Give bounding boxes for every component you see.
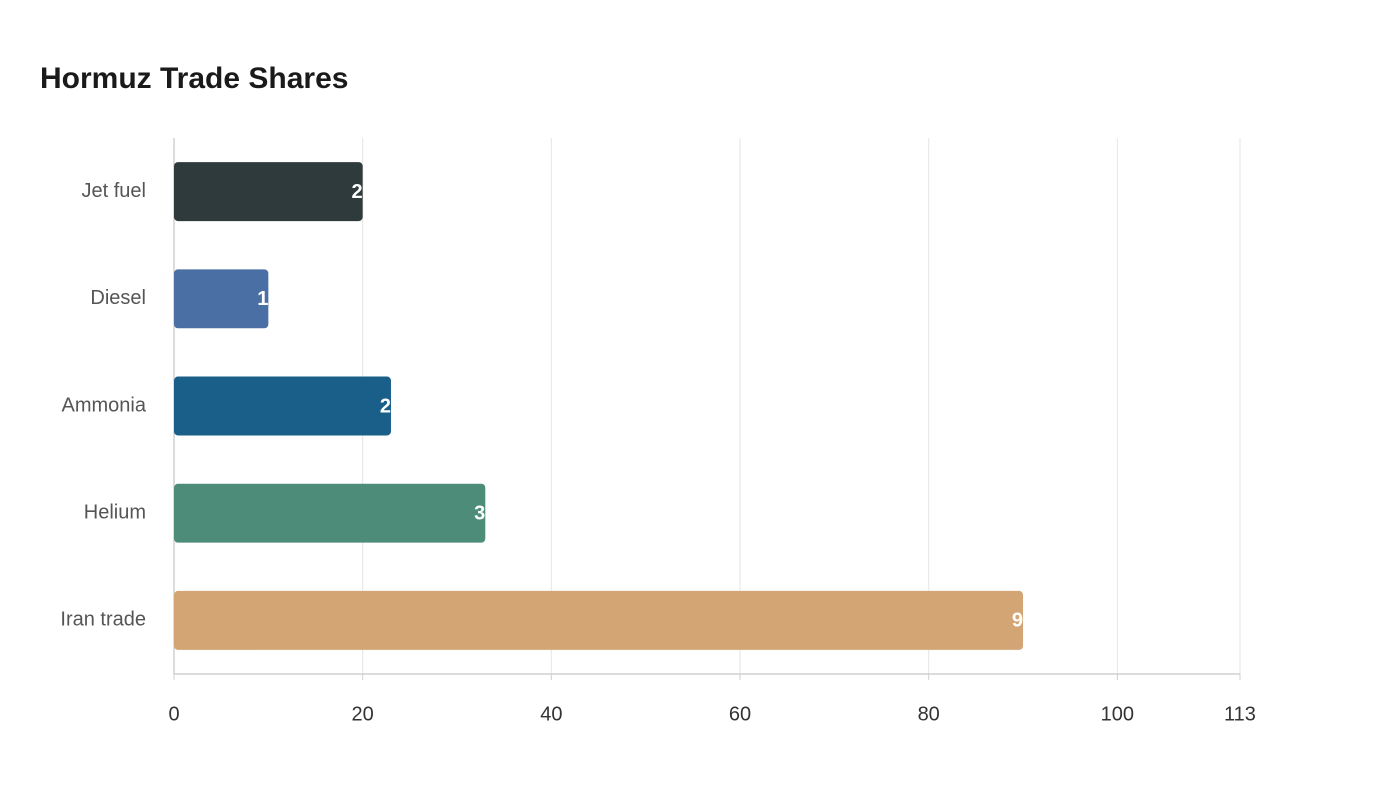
x-tick-label: 60 — [729, 703, 751, 725]
x-tick-label: 40 — [540, 703, 562, 725]
chart-title: Hormuz Trade Shares — [40, 62, 348, 95]
value-label: 10 — [257, 288, 279, 310]
x-tick-label: 113 — [1224, 703, 1256, 725]
x-tick-label: 20 — [352, 703, 374, 725]
bar — [174, 483, 486, 543]
bar — [174, 590, 1024, 650]
x-tick-label: 80 — [918, 703, 940, 725]
value-label: 33 — [474, 502, 496, 524]
x-tick-label: 0 — [168, 703, 179, 725]
bar — [174, 376, 391, 436]
y-tick-label: Diesel — [90, 287, 146, 309]
y-tick-label: Jet fuel — [82, 180, 146, 202]
y-tick-label: Iran trade — [60, 609, 146, 631]
bar — [174, 269, 269, 329]
value-label: 20 — [352, 181, 374, 203]
x-tick-label: 100 — [1101, 703, 1134, 725]
y-tick-label: Ammonia — [62, 394, 147, 416]
value-label: 23 — [380, 395, 402, 417]
bar — [174, 162, 363, 222]
value-label: 90 — [1012, 610, 1034, 632]
y-tick-label: Helium — [84, 501, 146, 523]
